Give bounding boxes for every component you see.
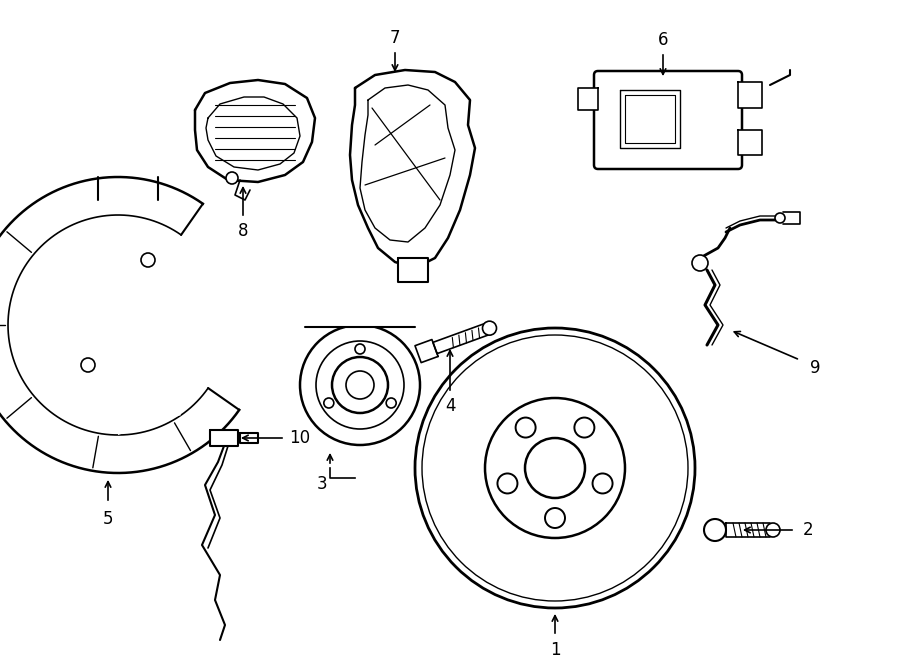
Polygon shape <box>738 130 762 155</box>
Circle shape <box>355 344 365 354</box>
Circle shape <box>498 473 518 494</box>
Polygon shape <box>726 523 770 537</box>
Polygon shape <box>398 258 428 282</box>
Circle shape <box>141 253 155 267</box>
Polygon shape <box>210 430 238 446</box>
Text: 8: 8 <box>238 222 248 240</box>
Text: 9: 9 <box>810 359 820 377</box>
Circle shape <box>332 357 388 413</box>
Circle shape <box>226 172 238 184</box>
Text: 4: 4 <box>445 397 455 415</box>
Polygon shape <box>206 97 300 170</box>
Circle shape <box>574 418 594 438</box>
Circle shape <box>592 473 613 494</box>
Text: 3: 3 <box>317 475 328 493</box>
Polygon shape <box>118 399 181 435</box>
Polygon shape <box>738 82 762 108</box>
Polygon shape <box>620 90 680 148</box>
Circle shape <box>415 328 695 608</box>
Polygon shape <box>195 80 315 182</box>
Circle shape <box>482 321 497 335</box>
Polygon shape <box>360 85 455 242</box>
Polygon shape <box>433 323 491 354</box>
Circle shape <box>704 519 726 541</box>
Circle shape <box>775 213 785 223</box>
Circle shape <box>485 398 625 538</box>
Circle shape <box>346 371 374 399</box>
Circle shape <box>422 335 688 601</box>
Circle shape <box>545 508 565 528</box>
Text: 1: 1 <box>550 641 561 659</box>
FancyBboxPatch shape <box>594 71 742 169</box>
Circle shape <box>525 438 585 498</box>
Circle shape <box>316 341 404 429</box>
Polygon shape <box>350 70 475 268</box>
Circle shape <box>692 255 708 271</box>
Circle shape <box>81 358 95 372</box>
Polygon shape <box>415 340 438 363</box>
Text: 10: 10 <box>290 429 310 447</box>
Circle shape <box>386 398 396 408</box>
Text: 2: 2 <box>803 521 814 539</box>
Polygon shape <box>295 315 425 327</box>
Circle shape <box>324 398 334 408</box>
Polygon shape <box>240 433 258 443</box>
Text: 5: 5 <box>103 510 113 528</box>
Polygon shape <box>0 177 239 473</box>
Text: 7: 7 <box>390 29 400 47</box>
Text: 6: 6 <box>658 31 668 49</box>
Circle shape <box>300 325 420 445</box>
Circle shape <box>766 523 780 537</box>
Polygon shape <box>578 88 598 110</box>
Polygon shape <box>625 95 675 143</box>
Circle shape <box>516 418 536 438</box>
